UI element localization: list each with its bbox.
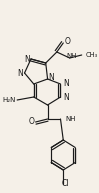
Text: CH₃: CH₃	[85, 52, 98, 58]
Text: N: N	[17, 69, 23, 78]
Text: N: N	[63, 92, 69, 102]
Text: N: N	[63, 80, 69, 89]
Text: NH: NH	[65, 116, 76, 122]
Text: Cl: Cl	[61, 179, 69, 189]
Text: N: N	[24, 54, 30, 63]
Text: H₂N: H₂N	[2, 97, 15, 103]
Text: O: O	[29, 118, 35, 126]
Text: N: N	[48, 73, 54, 81]
Text: NH: NH	[66, 53, 77, 59]
Text: O: O	[65, 37, 71, 47]
